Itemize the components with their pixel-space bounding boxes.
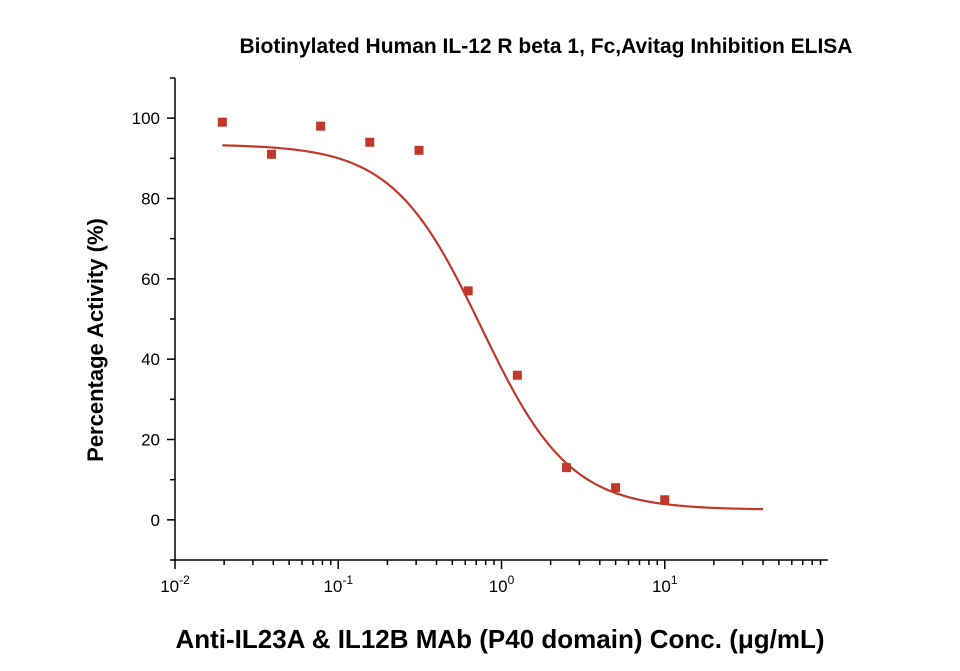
- data-point: [316, 121, 326, 131]
- data-point: [611, 483, 621, 493]
- x-tick-label: 101: [652, 573, 678, 596]
- data-point: [463, 286, 473, 296]
- y-tick-label: 60: [141, 270, 160, 289]
- data-point: [266, 149, 276, 159]
- x-tick-label: 10-2: [160, 573, 190, 596]
- x-ticks: 10-2 10-1 100 101: [160, 560, 822, 596]
- y-tick-label: 100: [132, 109, 160, 128]
- x-tick-label: 100: [489, 573, 515, 596]
- fit-curve: [222, 144, 764, 511]
- y-tick-label: 20: [141, 431, 160, 450]
- series-group: [217, 117, 764, 511]
- data-point: [660, 495, 670, 505]
- data-point: [561, 463, 571, 473]
- x-tick-label: 10-1: [323, 573, 353, 596]
- y-axis-label: Percentage Activity (%): [83, 218, 108, 462]
- chart-title: Biotinylated Human IL-12 R beta 1, Fc,Av…: [240, 35, 853, 58]
- x-axis-label: Anti-IL23A & IL12B MAb (P40 domain) Conc…: [175, 624, 824, 654]
- y-tick-label: 40: [141, 350, 160, 369]
- data-point: [414, 145, 424, 155]
- data-point: [365, 137, 375, 147]
- y-tick-label: 80: [141, 190, 160, 209]
- y-tick-label: 0: [151, 511, 160, 530]
- data-point: [512, 370, 522, 380]
- data-point: [217, 117, 227, 127]
- y-ticks: 0 20 40 60 80 100: [132, 77, 175, 561]
